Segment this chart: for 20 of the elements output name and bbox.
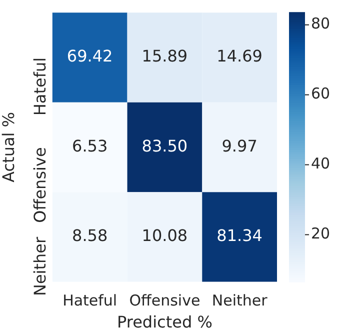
y-axis-title: Actual %: [0, 112, 18, 182]
x-tick-label: Offensive: [129, 292, 200, 310]
data-label: 9.97: [222, 136, 258, 156]
data-label: 69.42: [66, 46, 113, 66]
data-label: 81.34: [216, 226, 262, 246]
color-bar-label: 40: [311, 154, 330, 173]
y-tick-label: Hateful: [30, 57, 50, 116]
data-label: 83.50: [142, 136, 188, 156]
x-axis-title: Predicted %: [116, 312, 212, 332]
x-tick-label: Hateful: [62, 292, 118, 310]
data-label: 6.53: [72, 136, 108, 156]
y-tick-label: Offensive: [30, 147, 50, 223]
data-label: 15.89: [142, 46, 188, 66]
color-bar-label: 80: [311, 14, 330, 33]
data-label: 14.69: [216, 46, 262, 66]
color-bar-label: 60: [311, 84, 330, 103]
data-label: 8.58: [72, 226, 108, 246]
color-bar-label: 20: [311, 224, 330, 243]
x-tick-label: Neither: [212, 292, 268, 310]
data-label: 10.08: [142, 226, 188, 246]
